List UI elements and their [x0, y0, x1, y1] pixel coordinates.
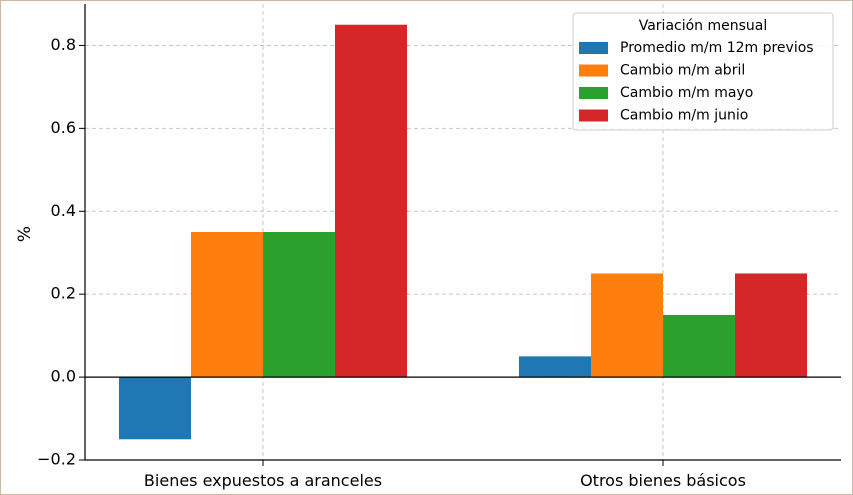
- legend-swatch: [579, 42, 608, 54]
- bar: [119, 377, 191, 440]
- y-tick-label: 0.2: [51, 284, 76, 303]
- y-axis-label: %: [15, 226, 35, 242]
- legend-box: [572, 12, 834, 131]
- y-tick-label: −0.2: [37, 450, 76, 469]
- bar: [335, 24, 407, 378]
- bar: [663, 314, 735, 378]
- axes: −0.2 0.0 0.2 0.4 0.6 0.8 Bienes expuestos a ar…: [37, 4, 841, 490]
- bar: [191, 232, 263, 378]
- legend-swatch: [579, 64, 608, 77]
- y-tick-label: 0.6: [51, 118, 76, 137]
- legend-entry-label: Cambio m/m junio: [620, 108, 748, 124]
- bar: [735, 273, 807, 378]
- y-tick-label: 0.4: [51, 201, 76, 220]
- legend-entry-label: Promedio m/m 12m previos: [620, 40, 814, 56]
- legend-entry-label: Cambio m/m mayo: [620, 85, 753, 101]
- legend: Variación mensual Promedio m/m 12m previ…: [572, 12, 834, 131]
- bar: [519, 356, 591, 378]
- bars: [119, 24, 807, 440]
- x-tick-label: Otros bienes básicos: [580, 471, 746, 490]
- legend-swatch: [579, 109, 608, 122]
- legend-entry-label: Cambio m/m abril: [620, 63, 745, 79]
- bar: [263, 232, 335, 378]
- bar: [591, 273, 663, 378]
- legend-swatch: [579, 87, 608, 99]
- y-tick-label: 0.0: [51, 367, 76, 386]
- x-tick-label: Bienes expuestos a aranceles: [144, 471, 382, 490]
- legend-title: Variación mensual: [639, 18, 768, 34]
- y-tick-label: 0.8: [51, 35, 76, 54]
